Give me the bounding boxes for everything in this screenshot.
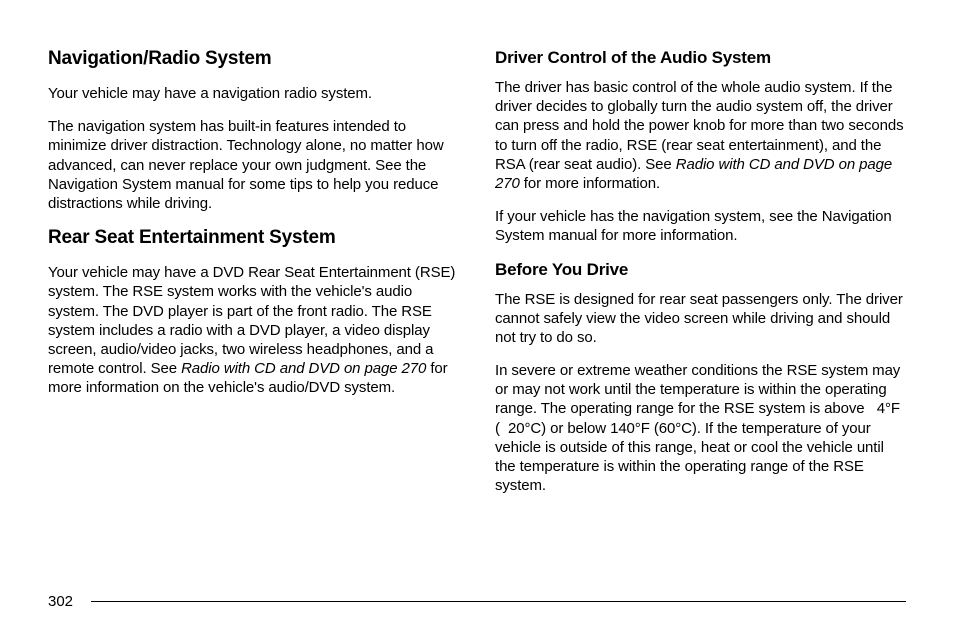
heading-rear-seat-entertainment: Rear Seat Entertainment System <box>48 227 459 249</box>
text-run: for more information. <box>520 175 660 192</box>
left-column: Navigation/Radio System Your vehicle may… <box>48 48 459 509</box>
heading-before-you-drive: Before You Drive <box>495 260 906 280</box>
body-paragraph: Your vehicle may have a navigation radio… <box>48 84 459 103</box>
body-paragraph: If your vehicle has the navigation syste… <box>495 207 906 245</box>
heading-driver-control: Driver Control of the Audio System <box>495 48 906 68</box>
body-paragraph: In severe or extreme weather conditions … <box>495 361 906 495</box>
heading-navigation-radio: Navigation/Radio System <box>48 48 459 70</box>
body-paragraph: The RSE is designed for rear seat passen… <box>495 290 906 348</box>
cross-reference: Radio with CD and DVD on page 270 <box>181 360 426 377</box>
body-paragraph: The driver has basic control of the whol… <box>495 78 906 193</box>
body-paragraph: Your vehicle may have a DVD Rear Seat En… <box>48 263 459 397</box>
footer-rule <box>91 601 906 603</box>
page-number: 302 <box>48 593 91 610</box>
body-paragraph: The navigation system has built-in featu… <box>48 117 459 213</box>
page-columns: Navigation/Radio System Your vehicle may… <box>48 48 906 509</box>
page-footer: 302 <box>48 593 906 610</box>
right-column: Driver Control of the Audio System The d… <box>495 48 906 509</box>
